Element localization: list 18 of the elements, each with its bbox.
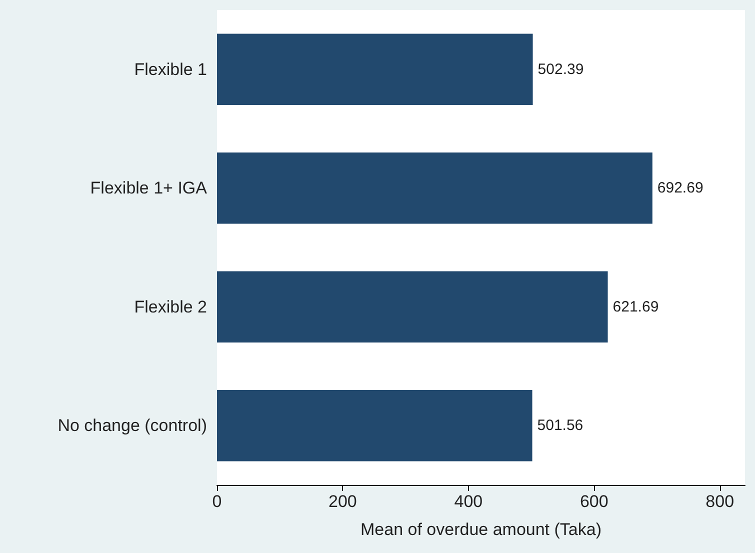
bar: [217, 390, 532, 462]
x-tick-label: 200: [328, 492, 357, 511]
y-tick-label: Flexible 1: [134, 60, 207, 79]
y-tick-label: No change (control): [58, 416, 207, 436]
y-tick-label: Flexible 2: [134, 297, 207, 316]
data-label: 501.56: [537, 417, 584, 434]
y-tick-label: Flexible 1+ IGA: [90, 178, 208, 198]
x-tick-label: 0: [212, 492, 222, 511]
data-label: 502.39: [538, 60, 584, 78]
data-label: 692.69: [657, 180, 704, 197]
data-label: 621.69: [612, 298, 659, 316]
bar: [217, 152, 652, 224]
x-tick-label: 800: [706, 492, 734, 511]
x-tick-label: 600: [580, 492, 608, 511]
bar: [217, 34, 533, 105]
bar: [217, 271, 608, 342]
x-tick-label: 400: [454, 492, 483, 511]
x-axis-title: Mean of overdue amount (Taka): [360, 520, 602, 539]
